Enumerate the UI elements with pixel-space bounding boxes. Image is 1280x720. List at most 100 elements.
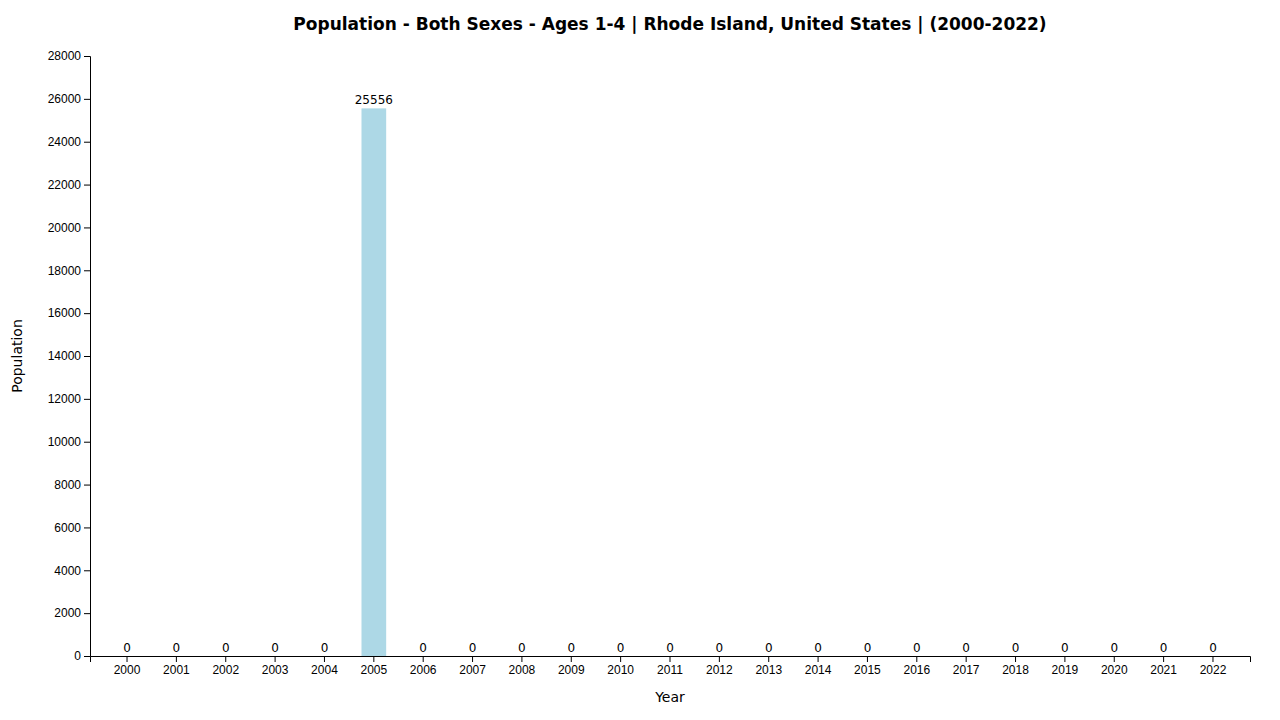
x-tick-mark bbox=[571, 656, 572, 662]
data-label: 0 bbox=[222, 641, 230, 655]
x-tick-label: 2013 bbox=[755, 663, 782, 677]
y-tick-label: 6000 bbox=[54, 521, 81, 535]
y-tick-mark bbox=[84, 56, 90, 57]
x-tick-mark bbox=[176, 656, 177, 662]
title: Population - Both Sexes - Ages 1-4 | Rho… bbox=[293, 14, 1046, 34]
y-axis-line bbox=[84, 57, 91, 657]
x-tick: 2010 bbox=[607, 656, 634, 677]
x-axis: 2000200120022003200420052006200720082009… bbox=[91, 656, 1251, 677]
x-tick-label: 2002 bbox=[212, 663, 239, 677]
x-tick-mark bbox=[620, 656, 621, 662]
bar bbox=[164, 656, 189, 657]
x-tick-label: 2006 bbox=[410, 663, 437, 677]
y-tick: 20000 bbox=[48, 221, 90, 235]
bar bbox=[1102, 656, 1127, 657]
x-tick-mark bbox=[423, 656, 424, 662]
y-tick-label: 16000 bbox=[48, 306, 82, 320]
y-tick: 26000 bbox=[48, 92, 90, 106]
y-tick-label: 28000 bbox=[48, 49, 82, 63]
x-tick-label: 2016 bbox=[903, 663, 930, 677]
bar bbox=[1201, 656, 1226, 657]
x-tick-label: 2001 bbox=[163, 663, 190, 677]
y-tick-label: 8000 bbox=[54, 478, 81, 492]
y-tick: 24000 bbox=[48, 135, 90, 149]
x-tick: 2013 bbox=[755, 656, 782, 677]
x-tick-label: 2003 bbox=[262, 663, 289, 677]
y-axis-title: Population bbox=[9, 319, 25, 393]
x-tick-mark bbox=[670, 656, 671, 662]
y-tick: 28000 bbox=[48, 49, 90, 63]
x-tick: 2006 bbox=[410, 656, 437, 677]
bars bbox=[361, 108, 386, 656]
plot: 2000200120022003200420052006200720082009… bbox=[48, 49, 1251, 676]
x-tick-label: 2000 bbox=[114, 663, 141, 677]
data-label: 0 bbox=[765, 641, 773, 655]
y-tick: 4000 bbox=[54, 564, 90, 578]
y-tick-mark bbox=[84, 442, 90, 443]
x-tick-mark bbox=[472, 656, 473, 662]
y-tick-mark bbox=[84, 270, 90, 271]
y-tick-mark bbox=[84, 227, 90, 228]
data-label: 0 bbox=[1012, 641, 1020, 655]
data-labels: 000002555600000000000000000 bbox=[123, 93, 1217, 655]
y-axis: 0200040006000800010000120001400016000180… bbox=[48, 49, 91, 663]
data-label: 0 bbox=[469, 641, 477, 655]
x-tick-mark bbox=[1212, 656, 1213, 662]
data-label: 0 bbox=[1061, 641, 1069, 655]
y-tick-label: 12000 bbox=[48, 392, 82, 406]
x-tick-mark bbox=[966, 656, 967, 662]
bar bbox=[855, 656, 880, 657]
y-tick-label: 26000 bbox=[48, 92, 82, 106]
y-tick-label: 4000 bbox=[54, 564, 81, 578]
x-tick-label: 2022 bbox=[1200, 663, 1227, 677]
y-tick-mark bbox=[84, 185, 90, 186]
x-tick-label: 2011 bbox=[657, 663, 683, 677]
bar bbox=[608, 656, 633, 657]
bar bbox=[756, 656, 781, 657]
bar bbox=[658, 656, 683, 657]
y-tick-mark bbox=[84, 142, 90, 143]
x-tick: 2003 bbox=[262, 656, 289, 677]
x-tick-label: 2005 bbox=[360, 663, 387, 677]
y-tick-label: 18000 bbox=[48, 264, 82, 278]
data-label: 0 bbox=[321, 641, 329, 655]
y-tick-label: 20000 bbox=[48, 221, 82, 235]
x-tick-mark bbox=[719, 656, 720, 662]
bar bbox=[954, 656, 979, 657]
x-tick-label: 2012 bbox=[706, 663, 733, 677]
y-tick-mark bbox=[84, 656, 90, 657]
x-tick: 2014 bbox=[805, 656, 832, 677]
data-label: 0 bbox=[567, 641, 575, 655]
data-label: 0 bbox=[1110, 641, 1118, 655]
y-tick: 14000 bbox=[48, 349, 90, 363]
y-tick: 2000 bbox=[54, 606, 90, 620]
x-tick: 2016 bbox=[903, 656, 930, 677]
x-tick: 2017 bbox=[953, 656, 980, 677]
bar bbox=[904, 656, 929, 657]
x-tick: 2019 bbox=[1052, 656, 1079, 677]
x-tick-mark bbox=[1163, 656, 1164, 662]
y-tick: 22000 bbox=[48, 178, 90, 192]
x-tick-label: 2008 bbox=[509, 663, 536, 677]
data-label: 25556 bbox=[355, 93, 393, 107]
y-tick-label: 0 bbox=[74, 649, 81, 663]
bar bbox=[460, 656, 485, 657]
y-tick: 12000 bbox=[48, 392, 90, 406]
x-tick-mark bbox=[768, 656, 769, 662]
x-tick-mark bbox=[521, 656, 522, 662]
x-axis-line bbox=[91, 657, 1251, 663]
y-tick: 8000 bbox=[54, 478, 90, 492]
x-tick: 2022 bbox=[1200, 656, 1227, 677]
x-tick: 2015 bbox=[854, 656, 881, 677]
x-tick-mark bbox=[1015, 656, 1016, 662]
y-tick: 6000 bbox=[54, 521, 90, 535]
x-tick-label: 2017 bbox=[953, 663, 980, 677]
data-label: 0 bbox=[419, 641, 427, 655]
data-label: 0 bbox=[271, 641, 279, 655]
data-label: 0 bbox=[913, 641, 921, 655]
y-tick-mark bbox=[84, 356, 90, 357]
bar bbox=[1003, 656, 1028, 657]
x-tick-label: 2004 bbox=[311, 663, 338, 677]
x-tick: 2007 bbox=[459, 656, 486, 677]
x-tick: 2004 bbox=[311, 656, 338, 677]
